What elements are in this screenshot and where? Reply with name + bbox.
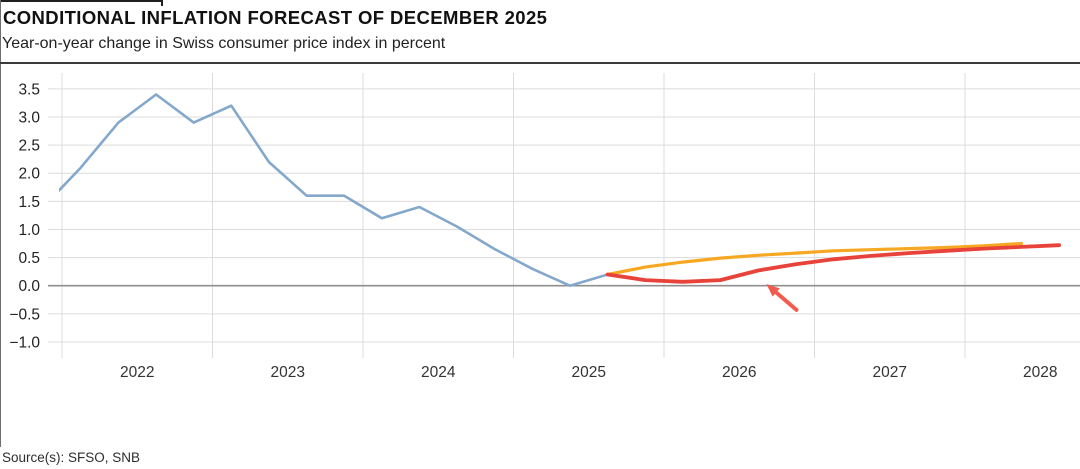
page-subtitle: Year-on-year change in Swiss consumer pr… bbox=[2, 35, 446, 52]
y-axis-tick-label: 1.0 bbox=[18, 222, 40, 239]
series-forecast-december-2025-snb-policy-rate-0-0 bbox=[605, 243, 1061, 284]
y-axis-tick-label: 3.0 bbox=[18, 109, 40, 126]
series-inflation bbox=[59, 93, 609, 288]
y-axis-tick-label: 3.5 bbox=[18, 81, 40, 98]
x-axis-tick-label: 2024 bbox=[421, 364, 456, 381]
x-axis-tick-label: 2028 bbox=[1023, 364, 1057, 381]
x-axis-tick-label: 2027 bbox=[873, 364, 907, 381]
y-axis-tick-label: 0.5 bbox=[18, 250, 40, 267]
y-axis-tick-label: 1.5 bbox=[18, 194, 40, 211]
x-axis-tick-label: 2023 bbox=[271, 364, 305, 381]
chart-legend: Inflation Forecast December 2025, SNB po… bbox=[0, 394, 1080, 454]
crop-border-top-stub bbox=[161, 0, 163, 6]
x-axis-tick-label: 2026 bbox=[722, 364, 756, 381]
y-axis-tick-label: 2.5 bbox=[18, 138, 40, 155]
crop-border-left bbox=[0, 0, 1, 447]
y-axis-tick-label: 2.0 bbox=[18, 166, 40, 183]
y-axis-tick-label: −0.5 bbox=[9, 306, 40, 323]
highlight-arrow-shaft bbox=[771, 288, 799, 312]
highlight-arrow-head bbox=[766, 284, 780, 297]
page-title: CONDITIONAL INFLATION FORECAST OF DECEMB… bbox=[3, 7, 548, 28]
crop-border-top bbox=[0, 0, 163, 2]
y-axis-tick-label: 0.0 bbox=[18, 278, 40, 295]
series-forecast-september-2025-snb-policy-rate-0-0 bbox=[605, 241, 1024, 277]
source-note: Source(s): SFSO, SNB bbox=[2, 450, 141, 465]
x-axis-tick-label: 2025 bbox=[572, 364, 606, 381]
x-axis-tick-label: 2022 bbox=[120, 364, 154, 381]
header-divider bbox=[0, 62, 1080, 64]
y-axis-tick-label: −1.0 bbox=[9, 334, 40, 351]
